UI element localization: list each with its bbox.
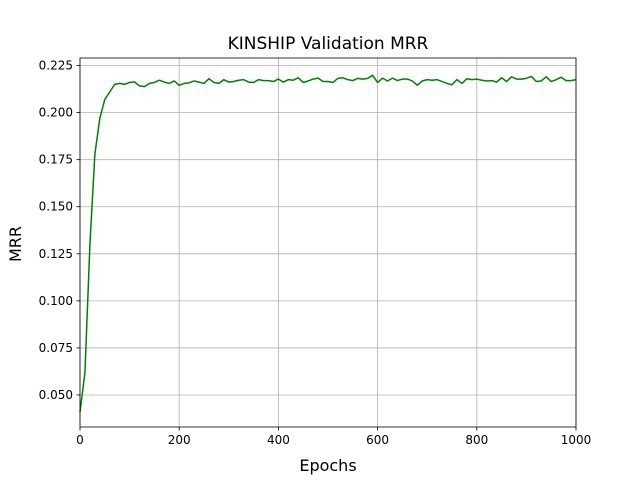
y-tick-label: 0.050 — [39, 388, 73, 402]
y-tick-label: 0.150 — [39, 200, 73, 214]
y-tick-label: 0.100 — [39, 294, 73, 308]
y-tick-label: 0.075 — [39, 341, 73, 355]
y-tick-label: 0.200 — [39, 106, 73, 120]
x-tick-label: 800 — [465, 433, 488, 447]
x-axis-title: Epochs — [299, 456, 356, 475]
x-tick-label: 200 — [168, 433, 191, 447]
plot-frame — [79, 57, 577, 428]
series-line-1 — [79, 74, 577, 413]
x-tick-label: 600 — [366, 433, 389, 447]
chart-title: KINSHIP Validation MRR — [228, 34, 429, 54]
y-tick-label: 0.225 — [39, 59, 73, 73]
x-tick-label: 1000 — [561, 433, 592, 447]
series-layer — [79, 74, 577, 413]
y-tick-label: 0.175 — [39, 153, 73, 167]
x-tick-label: 0 — [76, 433, 84, 447]
axes: 0 200 400 600 800 1000 0.050 0.075 0.100 0.125 0.1… — [39, 57, 592, 447]
y-tick-label: 0.125 — [39, 247, 73, 261]
y-axis-title: MRR — [6, 226, 25, 262]
x-tick-label: 400 — [267, 433, 290, 447]
